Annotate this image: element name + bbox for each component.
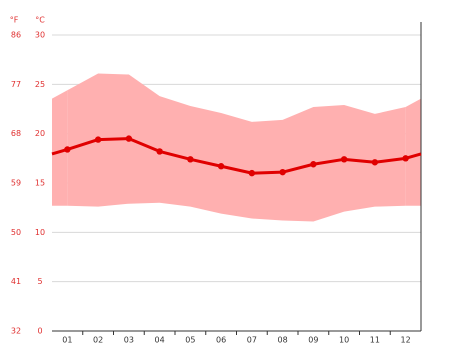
x-tick-label: 11 xyxy=(370,336,380,345)
line xyxy=(66,137,406,175)
y2-tick-label: 77 xyxy=(11,80,21,89)
y2-tick-label: 59 xyxy=(11,179,21,188)
x-tick-label: 01 xyxy=(62,336,72,345)
band-edge xyxy=(405,98,421,206)
x-tick-label: 03 xyxy=(124,336,134,345)
y2-axis-label: °F xyxy=(10,16,19,25)
y2-tick-label: 32 xyxy=(11,327,21,336)
y-tick-label: 10 xyxy=(35,228,45,237)
y2-tick-label: 68 xyxy=(11,129,21,138)
y-axis-label: °C xyxy=(35,16,45,25)
temperature-range-band xyxy=(67,73,406,222)
x-tick-label: 06 xyxy=(216,336,226,345)
band-edge xyxy=(52,90,68,206)
point xyxy=(402,155,409,162)
point xyxy=(64,146,71,153)
point xyxy=(340,156,348,163)
point xyxy=(156,148,163,155)
x-tick-label: 04 xyxy=(155,336,165,345)
x-tick-label: 09 xyxy=(308,336,318,345)
point xyxy=(125,135,133,142)
y-tick-label: 30 xyxy=(35,31,45,40)
x-tick-label: 12 xyxy=(401,336,411,345)
point xyxy=(279,168,286,176)
y-tick-label: 5 xyxy=(37,277,42,286)
point xyxy=(248,169,256,177)
x-tick-label: 07 xyxy=(247,336,257,345)
x-tick-label: 02 xyxy=(93,336,103,345)
x-tick-label: 10 xyxy=(339,336,349,345)
point xyxy=(217,163,225,170)
y2-tick-label: 41 xyxy=(11,277,21,286)
point xyxy=(371,159,379,166)
y2-tick-label: 86 xyxy=(11,31,21,40)
x-tick-label: 05 xyxy=(185,336,195,345)
y-tick-label: 15 xyxy=(35,179,45,188)
x-tick-label: 08 xyxy=(278,336,288,345)
point xyxy=(187,156,194,163)
y-tick-label: 0 xyxy=(37,327,42,336)
y-tick-label: 20 xyxy=(35,129,45,138)
point xyxy=(310,161,317,168)
point xyxy=(94,136,102,143)
y-tick-label: 25 xyxy=(35,80,45,89)
y2-tick-label: 50 xyxy=(11,228,21,237)
